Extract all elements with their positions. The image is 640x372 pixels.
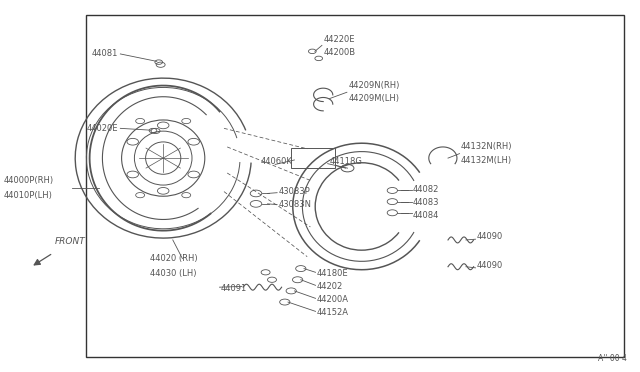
Text: 44010P(LH): 44010P(LH) (3, 191, 52, 200)
Text: 44020 (RH): 44020 (RH) (150, 254, 198, 263)
Text: 43083N: 43083N (278, 200, 312, 209)
Text: 44020E: 44020E (87, 124, 118, 133)
Bar (291, 148, 335, 168)
Text: 44180E: 44180E (317, 269, 348, 278)
Text: 44083: 44083 (413, 198, 439, 207)
Bar (86, 15, 624, 357)
Text: 44220E: 44220E (323, 35, 355, 44)
Text: 44202: 44202 (317, 282, 343, 291)
Text: 43083P: 43083P (278, 187, 310, 196)
Text: 44084: 44084 (413, 211, 439, 220)
Text: 44209N(RH): 44209N(RH) (349, 81, 400, 90)
Text: A'' 00 4: A'' 00 4 (598, 354, 627, 363)
Text: 44082: 44082 (413, 185, 439, 194)
Text: 44091: 44091 (221, 284, 247, 293)
Text: FRONT: FRONT (54, 237, 85, 246)
Text: 44030 (LH): 44030 (LH) (150, 269, 197, 278)
Text: 44132N(RH): 44132N(RH) (461, 142, 512, 151)
Text: 44209M(LH): 44209M(LH) (349, 94, 400, 103)
Text: 44118G: 44118G (330, 157, 362, 166)
Text: 44081: 44081 (92, 49, 118, 58)
Text: 44060K: 44060K (261, 157, 293, 166)
Text: 44200A: 44200A (317, 295, 349, 304)
Text: 44000P(RH): 44000P(RH) (3, 176, 53, 185)
Text: 44200B: 44200B (323, 48, 355, 57)
Text: 44152A: 44152A (317, 308, 349, 317)
Text: 44132M(LH): 44132M(LH) (461, 156, 512, 165)
Text: 44090: 44090 (477, 232, 503, 241)
Text: 44090: 44090 (477, 262, 503, 270)
